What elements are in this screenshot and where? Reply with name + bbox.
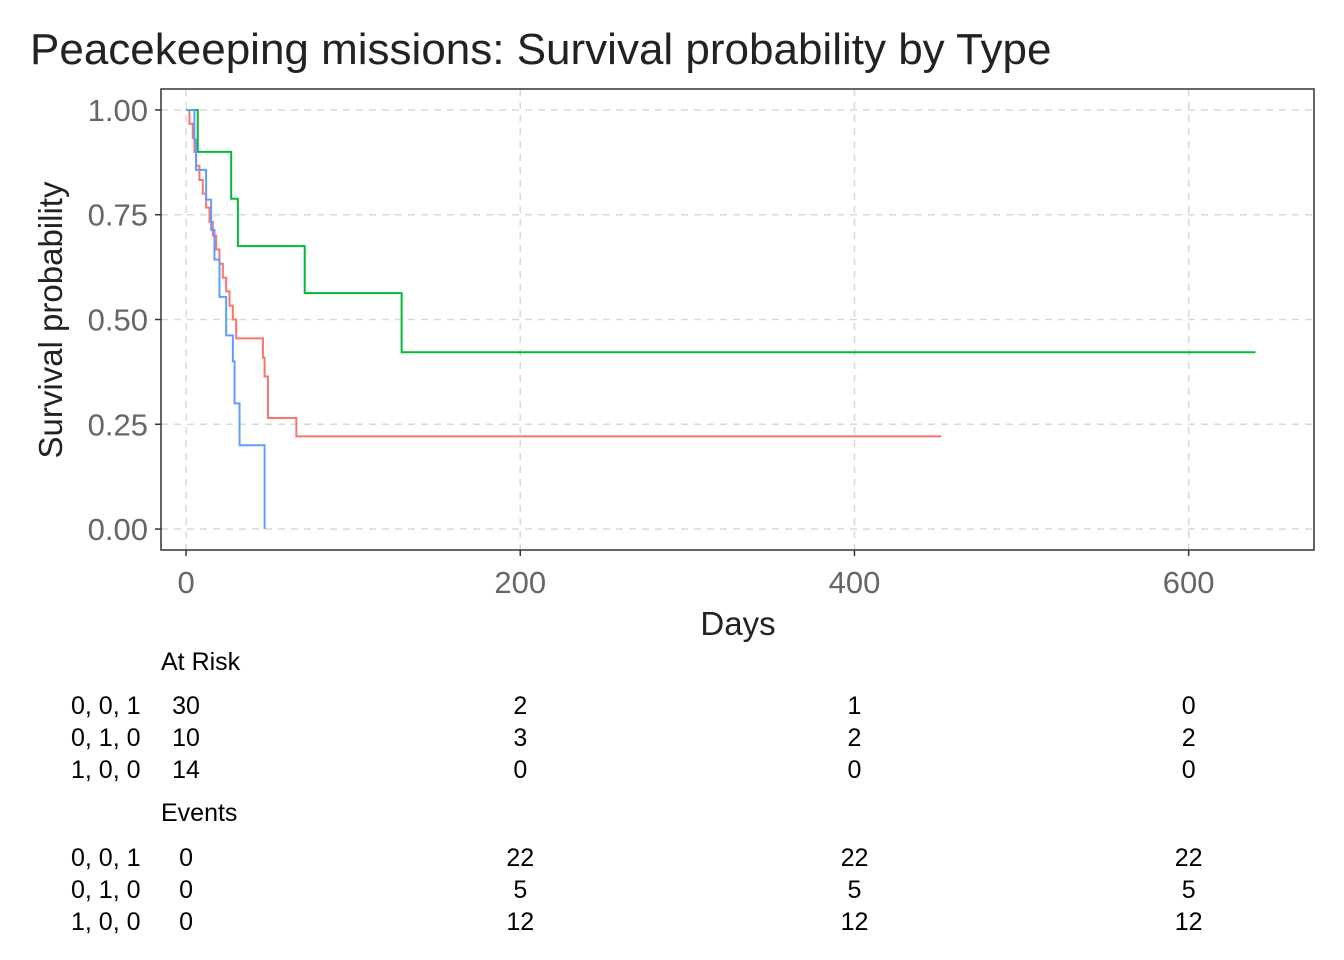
table-cell-value: 1 — [848, 692, 862, 720]
x-tick-label: 200 — [494, 565, 546, 600]
x-tick-label: 600 — [1163, 565, 1215, 600]
at-risk-header: At Risk — [161, 648, 241, 676]
events-header: Events — [161, 799, 237, 827]
table-cell-value: 0 — [1182, 756, 1196, 784]
table-cell-value: 5 — [513, 876, 527, 904]
table-cell-value: 22 — [841, 844, 869, 872]
survival-curves — [186, 108, 1256, 530]
table-cell-value: 2 — [1182, 724, 1196, 752]
table-cell-value: 3 — [513, 724, 527, 752]
table-cell-value: 2 — [848, 724, 862, 752]
table-cell-value: 14 — [172, 756, 200, 784]
table-cell-value: 12 — [506, 908, 534, 936]
table-cell-value: 12 — [841, 908, 869, 936]
table-cell-value: 5 — [848, 876, 862, 904]
y-tick-label: 1.00 — [88, 93, 148, 128]
table-cell-value: 10 — [172, 724, 200, 752]
survival-curve-1-0-0 — [186, 108, 266, 530]
table-row-label: 1, 0, 0 — [71, 908, 141, 936]
survival-curve-0-0-1 — [186, 108, 942, 438]
table-cell-value: 0 — [179, 844, 193, 872]
table-row-label: 0, 1, 0 — [71, 724, 141, 752]
y-tick-label: 0.00 — [88, 512, 148, 547]
table-cell-value: 0 — [179, 876, 193, 904]
y-tick-label: 0.75 — [88, 198, 148, 233]
table-row-label: 0, 0, 1 — [71, 844, 141, 872]
table-cell-value: 22 — [506, 844, 534, 872]
x-tick-label: 0 — [177, 565, 194, 600]
table-cell-value: 0 — [848, 756, 862, 784]
table-cell-value: 5 — [1182, 876, 1196, 904]
y-axis-ticks: 0.00 0.25 0.50 0.75 1.00 — [88, 93, 161, 547]
chart-title: Peacekeeping missions: Survival probabil… — [30, 25, 1052, 74]
y-tick-label: 0.50 — [88, 303, 148, 338]
x-axis-ticks: 0 200 400 600 — [177, 550, 1215, 600]
table-cell-value: 0 — [1182, 692, 1196, 720]
table-cell-value: 22 — [1175, 844, 1203, 872]
table-cell-value: 12 — [1175, 908, 1203, 936]
table-cell-value: 2 — [513, 692, 527, 720]
y-tick-label: 0.25 — [88, 407, 148, 442]
table-cell-value: 0 — [513, 756, 527, 784]
events-table: Events 0, 0, 1 0 22 22 22 0, 1, 0 0 5 5 5 1, 0, 0 0… — [71, 799, 1203, 936]
x-axis-label: Days — [700, 605, 775, 642]
table-cell-value: 0 — [179, 908, 193, 936]
table-cell-value: 30 — [172, 692, 200, 720]
grid-lines — [161, 89, 1314, 550]
survival-curve-0-1-0 — [186, 108, 1256, 354]
x-tick-label: 400 — [829, 565, 881, 600]
table-row-label: 0, 0, 1 — [71, 692, 141, 720]
table-row-label: 1, 0, 0 — [71, 756, 141, 784]
table-row-label: 0, 1, 0 — [71, 876, 141, 904]
y-axis-label: Survival probability — [32, 181, 69, 458]
